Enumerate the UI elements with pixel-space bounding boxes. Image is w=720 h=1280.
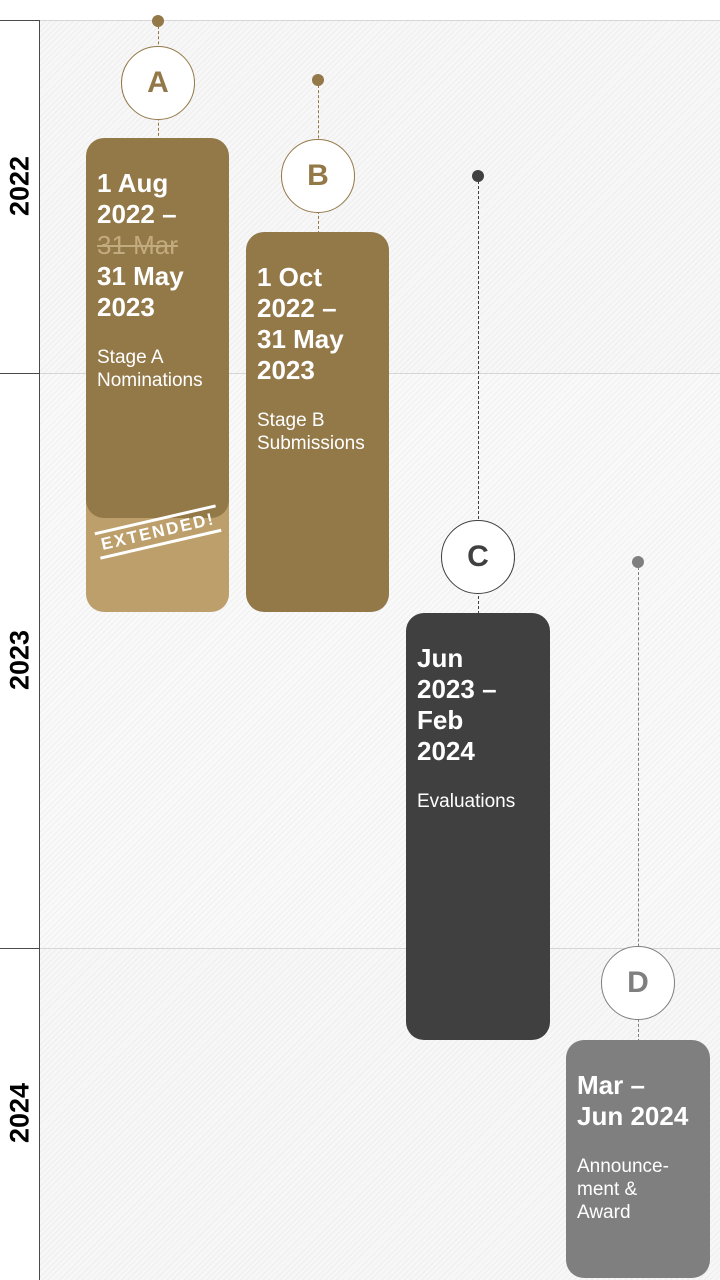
date-line: 2022 – xyxy=(257,293,337,323)
desc-line: ment & xyxy=(577,1179,638,1200)
year-label-text: 2022 xyxy=(4,155,35,217)
stage-d-dot xyxy=(632,556,644,568)
stage-c-card: Jun 2023 – Feb 2024 Evaluations xyxy=(406,613,550,1040)
desc-line: Evaluations xyxy=(417,791,516,812)
stage-a-original-end-date: 31 Mar xyxy=(97,230,178,260)
stage-c-letter: C xyxy=(467,540,489,573)
stage-c-marker: C xyxy=(441,520,515,594)
desc-line: Stage A xyxy=(97,347,164,368)
year-tick-2024 xyxy=(0,948,40,949)
desc-line: Nominations xyxy=(97,370,203,391)
timeline-axis xyxy=(39,20,40,1280)
stage-a-marker: A xyxy=(121,46,195,120)
year-tick-top xyxy=(0,20,40,21)
date-line: Jun 2024 xyxy=(577,1101,689,1131)
stage-a-date: 1 Aug 2022 – 31 Mar 31 May 2023 xyxy=(97,168,218,323)
desc-line: Submissions xyxy=(257,433,365,454)
date-line: Jun xyxy=(417,643,464,673)
stage-c-date: Jun 2023 – Feb 2024 xyxy=(417,643,539,767)
stage-a-dot xyxy=(152,15,164,27)
date-line: 2023 xyxy=(257,355,315,385)
stage-d-date: Mar – Jun 2024 xyxy=(577,1070,699,1132)
stage-a-card: 1 Aug 2022 – 31 Mar 31 May 2023 Stage A … xyxy=(86,138,229,518)
desc-line: Award xyxy=(577,1202,631,1223)
stage-d-stem xyxy=(638,562,639,1042)
stage-d-letter: D xyxy=(627,966,649,999)
stage-b-card: 1 Oct 2022 – 31 May 2023 Stage B Submiss… xyxy=(246,232,389,612)
date-line: 1 Oct xyxy=(257,262,323,292)
year-divider-2024 xyxy=(40,948,720,949)
date-line: 1 Aug xyxy=(97,168,169,198)
date-line: Mar – xyxy=(577,1070,645,1100)
date-line: 2022 – xyxy=(97,199,177,229)
desc-line: Stage B xyxy=(257,410,325,431)
date-line: 31 May xyxy=(257,324,344,354)
year-label-text: 2023 xyxy=(4,629,35,691)
stage-d-marker: D xyxy=(601,946,675,1020)
date-line: 2024 xyxy=(417,736,475,766)
stage-c-description: Evaluations xyxy=(417,790,539,813)
desc-line: Announce- xyxy=(577,1156,669,1177)
date-line: Feb xyxy=(417,705,464,735)
stage-a-letter: A xyxy=(147,66,169,99)
date-line: 2023 – xyxy=(417,674,497,704)
stage-c-dot xyxy=(472,170,484,182)
stage-c-stem xyxy=(478,176,479,614)
date-line: 2023 xyxy=(97,292,155,322)
stage-b-description: Stage B Submissions xyxy=(257,409,378,455)
date-line: 31 May xyxy=(97,261,184,291)
stage-d-card: Mar – Jun 2024 Announce- ment & Award xyxy=(566,1040,710,1278)
year-label-text: 2024 xyxy=(4,1082,35,1144)
stage-b-marker: B xyxy=(281,139,355,213)
stage-b-date: 1 Oct 2022 – 31 May 2023 xyxy=(257,262,378,386)
stage-b-dot xyxy=(312,74,324,86)
stage-a-description: Stage A Nominations xyxy=(97,346,218,392)
year-divider-top xyxy=(40,20,720,21)
year-tick-2023 xyxy=(0,373,40,374)
stage-b-letter: B xyxy=(307,159,329,192)
stage-d-description: Announce- ment & Award xyxy=(577,1155,699,1224)
